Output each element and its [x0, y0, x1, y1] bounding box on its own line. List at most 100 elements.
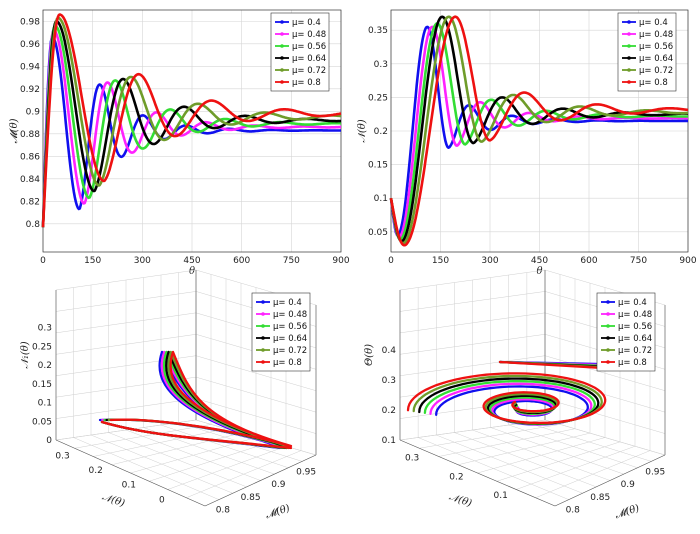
- chart4-z-tick-label: 0.3: [382, 376, 396, 386]
- chart2-legend-label: μ= 0.72: [639, 66, 673, 76]
- chart3-z-tick-label: 0.2: [38, 361, 52, 371]
- chart3-box-edge: [204, 454, 317, 507]
- chart2-legend-label: μ= 0.48: [639, 30, 673, 40]
- chart2-y-tick-label: 0.1: [374, 194, 388, 204]
- chart2-legend-marker: [627, 32, 631, 36]
- chart4-legend-label: μ= 0.8: [618, 358, 647, 368]
- chart2-y-tick-label: 0.05: [368, 228, 388, 238]
- chart4-z-axis-label: Θ(θ): [364, 344, 375, 366]
- chart1-legend-marker: [280, 80, 284, 84]
- chart3-series-line: [100, 350, 293, 450]
- chart3-z-tick-label: 0.15: [32, 380, 52, 390]
- chart4-z-tick-label: 0.1: [382, 436, 396, 446]
- chart1-series-line: [41, 16, 342, 228]
- chart1-legend-marker: [280, 32, 284, 36]
- chart1-y-tick-label: 0.88: [20, 130, 40, 140]
- chart3-z-tick-label: 0: [46, 436, 52, 446]
- chart2-y-axis-label: 𝒩(θ): [357, 119, 368, 143]
- chart1-x-tick-label: 150: [84, 256, 101, 266]
- chart1-legend-marker: [280, 44, 284, 48]
- chart3-legend-marker: [261, 300, 265, 304]
- chart4-legend-label: μ= 0.72: [618, 346, 652, 356]
- chart1-x-tick-label: 750: [283, 256, 300, 266]
- chart3-z-tick-label: 0.1: [38, 399, 52, 409]
- chart2-series-line: [389, 22, 689, 241]
- chart1-legend-label: μ= 0.4: [292, 18, 321, 28]
- chart2-legend-marker: [627, 20, 631, 24]
- chart1-y-tick-label: 0.98: [20, 17, 40, 27]
- chart3-x-tick-label: 0.8: [216, 506, 231, 516]
- chart2-legend-label: μ= 0.56: [639, 42, 673, 52]
- chart4-legend-box: [596, 292, 656, 372]
- chart2-legend-marker: [627, 44, 631, 48]
- chart3-legend-marker: [261, 312, 265, 316]
- chart3-z-tick-label: 0.25: [32, 342, 52, 352]
- chart1-legend-label: μ= 0.64: [292, 54, 326, 64]
- chart3-legend-marker: [261, 324, 265, 328]
- chart3-z-tick-label: 0.3: [38, 324, 52, 334]
- chart1-y-tick-label: 0.86: [20, 152, 40, 162]
- chart4-legend-label: μ= 0.48: [618, 310, 652, 320]
- chart1-legend-label: μ= 0.56: [292, 42, 326, 52]
- chart2-x-tick-label: 600: [580, 256, 597, 266]
- chart4-y-tick-label: 0.1: [494, 491, 508, 501]
- chart1-legend-label: μ= 0.8: [292, 78, 321, 88]
- chart2-panel: 0 150 300 450 600 750 900 0.05 0.1 0.15 0.2 0.25 0.3…: [357, 9, 697, 277]
- chart3-legend-marker: [261, 360, 265, 364]
- chart1-y-tick-label: 0.82: [20, 197, 40, 207]
- chart3-x-axis-label: 𝓜(θ): [264, 503, 291, 521]
- chart2-legend-label: μ= 0.64: [639, 54, 673, 64]
- chart2-y-tick-label: 0.2: [374, 127, 388, 137]
- chart4-floor-grid: [508, 424, 638, 468]
- chart3-legend-box: [251, 292, 311, 372]
- chart3-floor-grid: [167, 446, 287, 490]
- chart1-x-tick-label: 900: [332, 256, 349, 266]
- chart3-legend-label: μ= 0.64: [273, 334, 307, 344]
- chart4-z-tick-label: 0.2: [382, 406, 396, 416]
- chart1-legend-label: μ= 0.72: [292, 66, 326, 76]
- chart1-x-tick-label: 300: [134, 256, 151, 266]
- chart3-floor-grid: [149, 441, 272, 482]
- chart2-series-line: [389, 15, 689, 245]
- chart3-box-edge: [55, 439, 206, 507]
- chart2-x-tick-label: 900: [679, 256, 696, 266]
- chart2-y-tick-label: 0.3: [374, 60, 388, 70]
- chart4-floor-grid: [477, 437, 606, 474]
- chart2-x-axis-label: θ: [536, 266, 542, 277]
- chart4-x-tick-label: 0.85: [590, 493, 610, 503]
- chart3-y-tick-label: 0.1: [122, 481, 136, 491]
- chart1-legend-marker: [280, 20, 284, 24]
- chart4-y-axis-label: 𝒩(θ): [447, 492, 473, 510]
- chart2-y-tick-label: 0.35: [368, 26, 388, 36]
- chart1-y-tick-label: 0.84: [20, 175, 40, 185]
- chart3-y-tick-label: 0.3: [55, 451, 69, 461]
- chart2-y-tick-label: 0.25: [368, 93, 388, 103]
- chart4-legend-marker: [606, 312, 610, 316]
- chart1-y-axis-label: 𝓜(θ): [9, 118, 20, 143]
- chart1-panel: 0 150 300 450 600 750 900 0.8 0.82 0.84 0.86 0.88 0.…: [9, 9, 350, 277]
- chart1-y-tick-label: 0.92: [20, 85, 40, 95]
- chart3-legend-label: μ= 0.72: [273, 346, 307, 356]
- chart2-legend-marker: [627, 56, 631, 60]
- chart1-y-tick-label: 0.96: [20, 40, 40, 50]
- chart3-legend-label: μ= 0.4: [273, 298, 302, 308]
- chart2-legend-marker: [627, 68, 631, 72]
- chart1-y-tick-label: 0.94: [20, 62, 40, 72]
- chart1-x-axis-label: θ: [189, 266, 195, 277]
- chart4-floor-grid: [516, 446, 636, 490]
- chart3-x-tick-label: 0.85: [241, 493, 261, 503]
- chart1-x-tick-label: 600: [233, 256, 250, 266]
- chart4-legend-marker: [606, 336, 610, 340]
- chart4-legend-label: μ= 0.56: [618, 322, 652, 332]
- chart2-axes-frame: [390, 9, 689, 253]
- chart3-legend-label: μ= 0.56: [273, 322, 307, 332]
- chart2-x-tick-label: 150: [432, 256, 449, 266]
- chart4-box-edge: [399, 439, 556, 507]
- chart3-z-axis-label: 𝒩₁(θ): [20, 341, 31, 369]
- chart1-legend-marker: [280, 68, 284, 72]
- chart3-legend-marker: [261, 348, 265, 352]
- chart3-panel: 00.050.10.150.20.250.30.80.850.90.950.30…: [20, 269, 317, 521]
- chart3-legend-marker: [261, 336, 265, 340]
- chart4-x-tick-label: 0.95: [645, 467, 665, 477]
